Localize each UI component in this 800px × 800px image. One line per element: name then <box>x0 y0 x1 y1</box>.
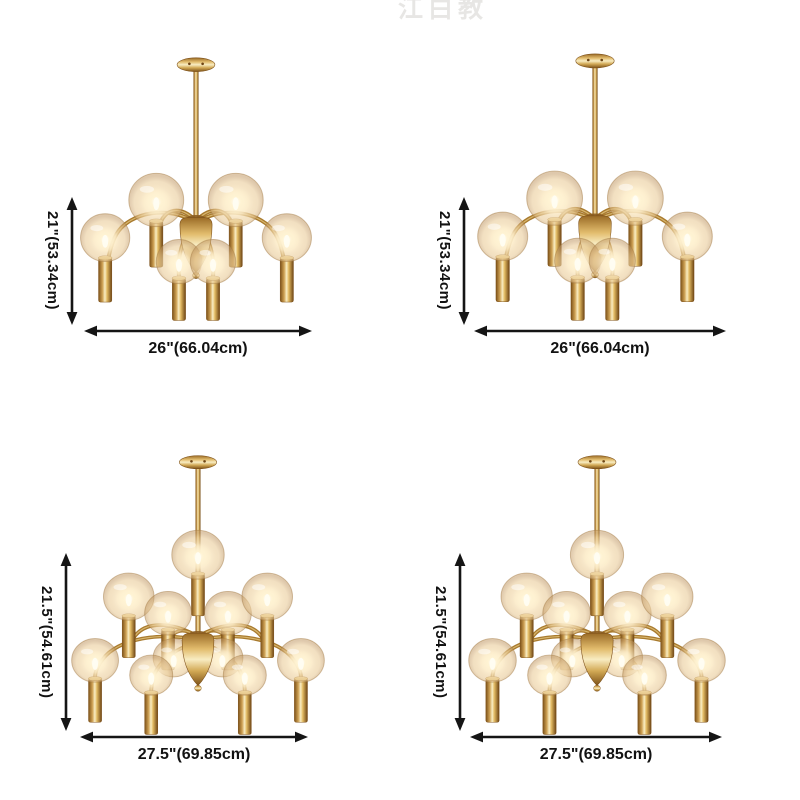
horizontal-arrow-icon <box>474 325 726 337</box>
height-dimension-bottom-right: 21.5"(54.61cm) <box>432 553 468 731</box>
height-dimension-top-right: 21"(53.34cm) <box>436 197 472 325</box>
height-dimension-label: 21"(53.34cm) <box>44 211 61 311</box>
width-dimension-top-right: 26"(66.04cm) <box>474 323 726 358</box>
chandelier-photo-top-right <box>477 53 713 321</box>
vertical-arrow-icon <box>60 553 72 731</box>
vertical-arrow-icon <box>458 197 470 325</box>
width-dimension-label: 27.5"(69.85cm) <box>539 746 653 763</box>
chandelier-photo-bottom-left <box>71 455 325 735</box>
width-dimension-label: 26"(66.04cm) <box>550 340 650 357</box>
width-dimension-bottom-left: 27.5"(69.85cm) <box>80 729 308 764</box>
height-dimension-label: 21.5"(54.61cm) <box>38 585 55 699</box>
width-dimension-top-left: 26"(66.04cm) <box>84 323 312 358</box>
width-dimension-label: 26"(66.04cm) <box>148 340 248 357</box>
height-dimension-top-left: 21"(53.34cm) <box>44 197 80 325</box>
vertical-arrow-icon <box>454 553 466 731</box>
height-dimension-label: 21.5"(54.61cm) <box>432 585 449 699</box>
vertical-arrow-icon <box>66 197 78 325</box>
width-dimension-label: 27.5"(69.85cm) <box>137 746 251 763</box>
horizontal-arrow-icon <box>80 731 308 743</box>
width-dimension-bottom-right: 27.5"(69.85cm) <box>470 729 722 764</box>
horizontal-arrow-icon <box>84 325 312 337</box>
height-dimension-label: 21"(53.34cm) <box>436 211 453 311</box>
height-dimension-bottom-left: 21.5"(54.61cm) <box>38 553 74 731</box>
watermark-text: 江白教 <box>398 0 489 23</box>
horizontal-arrow-icon <box>470 731 722 743</box>
chandelier-photo-top-left <box>80 57 312 321</box>
chandelier-photo-bottom-right <box>468 455 726 735</box>
